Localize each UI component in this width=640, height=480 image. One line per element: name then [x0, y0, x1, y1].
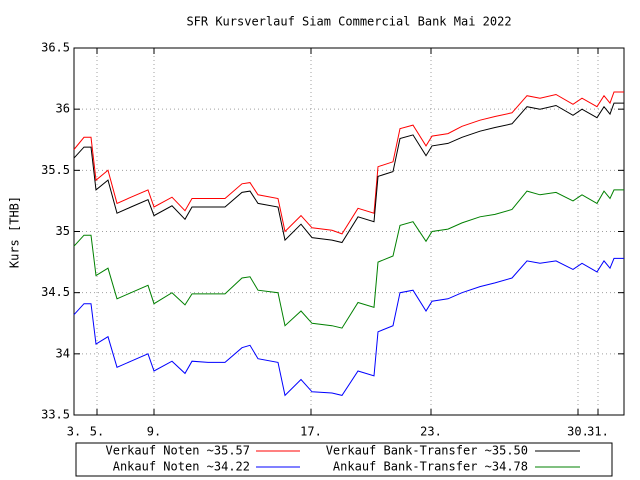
- legend-label: Ankauf Bank-Transfer ~34.78: [333, 460, 528, 474]
- x-tick-label: 9.: [147, 425, 161, 439]
- x-tick-label: 3.: [67, 425, 81, 439]
- x-tick-label: 5.: [90, 425, 104, 439]
- y-tick-label: 33.5: [41, 408, 70, 422]
- y-tick-label: 35: [56, 224, 70, 238]
- y-tick-label: 35.5: [41, 163, 70, 177]
- legend-box: [75, 442, 613, 477]
- x-tick-label: 23.: [420, 425, 442, 439]
- x-tick-label: 31.: [587, 425, 609, 439]
- chart-title: SFR Kursverlauf Siam Commercial Bank Mai…: [186, 15, 511, 29]
- y-tick-label: 36.5: [41, 41, 70, 55]
- y-tick-label: 34.5: [41, 285, 70, 299]
- legend-label: Verkauf Bank-Transfer ~35.50: [326, 444, 528, 458]
- series-line: [73, 91, 624, 235]
- series-line: [73, 257, 624, 397]
- x-tick-label: 30.: [567, 425, 589, 439]
- y-tick-label: 34: [56, 346, 70, 360]
- x-tick-label: 17.: [300, 425, 322, 439]
- y-tick-label: 36: [56, 102, 70, 116]
- plot-frame: [73, 47, 625, 416]
- y-axis-label: Kurs [THB]: [8, 196, 22, 268]
- legend-label: Ankauf Noten ~34.22: [113, 460, 250, 474]
- series-line: [73, 189, 624, 329]
- legend-label: Verkauf Noten ~35.57: [106, 444, 251, 458]
- series-line: [73, 102, 624, 244]
